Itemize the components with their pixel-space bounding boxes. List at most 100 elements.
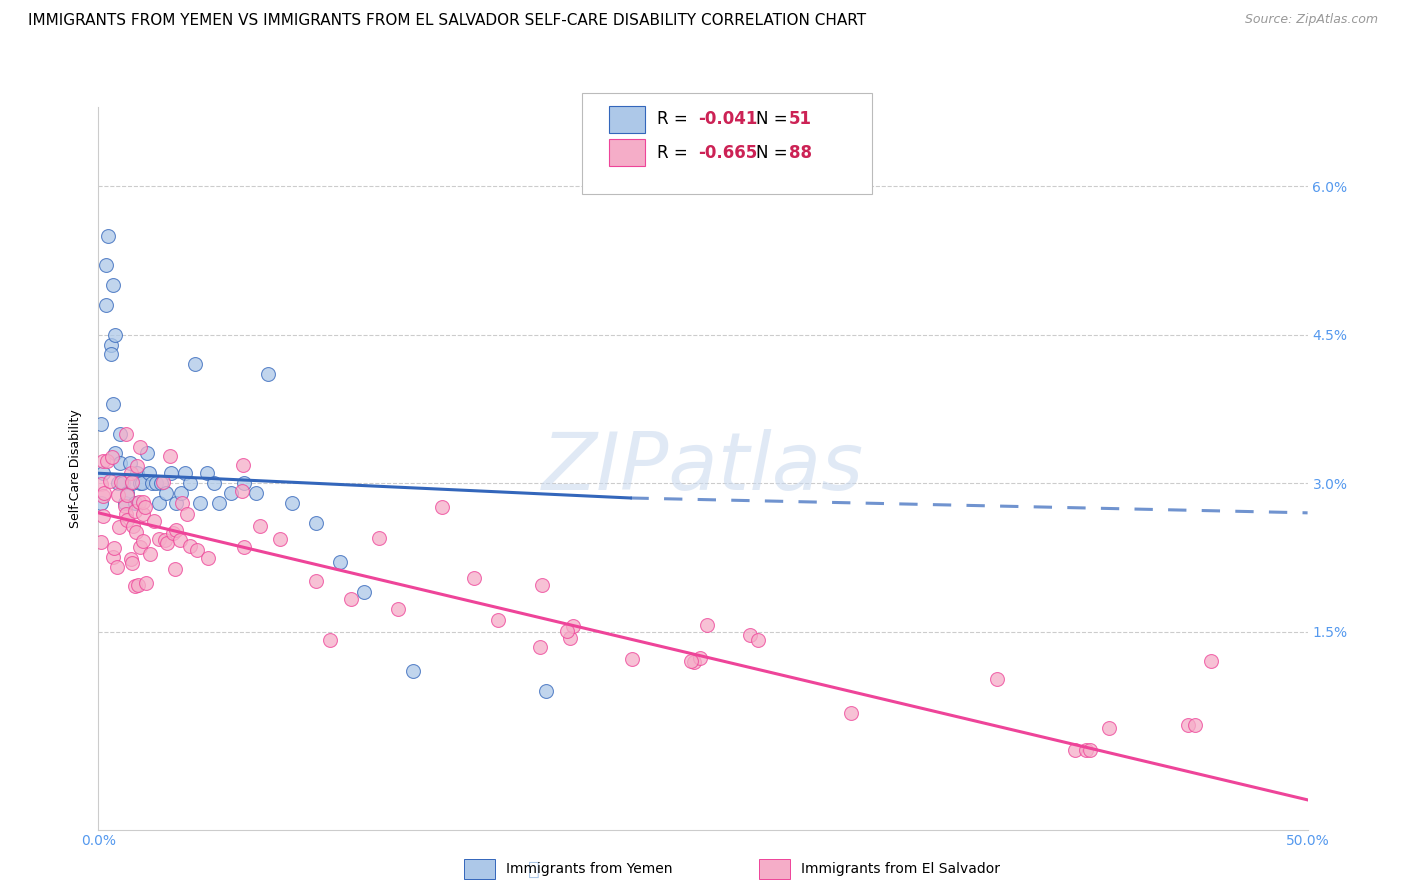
Point [115,488,138,502]
FancyBboxPatch shape [609,139,645,166]
Point [94,259,117,273]
Point [108,426,131,441]
Point [162,525,184,540]
Point [129,440,152,454]
Point [142,514,165,528]
Point [101,397,124,411]
Point [91,467,114,481]
Point [128,476,150,491]
Point [134,500,156,515]
Point [94,298,117,312]
Point [148,496,170,510]
Point [127,467,149,481]
Point [155,533,177,548]
Point [172,496,194,510]
Point [107,476,129,491]
Point [141,476,163,491]
Point [430,500,453,515]
Text: N =: N = [756,111,793,128]
Point [561,619,583,633]
Point [103,541,125,555]
Point [118,456,141,470]
Point [93,486,115,500]
Point [132,533,155,548]
Point [114,499,136,513]
Point [156,535,179,549]
Point [111,476,134,491]
Point [91,489,114,503]
Point [90,417,112,431]
Point [131,476,153,491]
Point [101,550,124,565]
Point [121,475,143,490]
Text: -0.665: -0.665 [699,144,758,161]
Point [104,446,127,460]
Point [839,706,862,720]
Point [108,456,131,470]
FancyBboxPatch shape [582,93,872,194]
Point [683,655,706,669]
Point [145,476,167,491]
Text: Immigrants from Yemen: Immigrants from Yemen [506,862,672,876]
Point [197,551,219,566]
Point [129,540,152,554]
Text: 88: 88 [789,144,811,161]
Text: R =: R = [657,144,693,161]
Point [160,467,183,481]
Point [115,426,138,441]
Point [138,467,160,481]
Point [1064,743,1087,757]
Point [165,496,187,510]
Point [179,476,201,491]
Point [269,532,291,546]
Point [105,560,128,574]
Point [165,523,187,537]
Point [165,561,187,575]
Point [195,467,218,481]
Point [148,532,170,546]
Point [120,552,142,566]
Point [329,555,352,569]
Point [91,453,114,467]
Point [176,508,198,522]
Point [557,624,579,639]
Point [90,534,112,549]
Point [121,557,143,571]
Point [319,633,342,648]
Point [115,507,138,521]
Point [1098,721,1121,735]
Point [231,483,253,498]
Text: N =: N = [756,144,793,161]
Point [114,496,136,510]
Text: R =: R = [657,111,693,128]
Point [124,496,146,510]
Text: IMMIGRANTS FROM YEMEN VS IMMIGRANTS FROM EL SALVADOR SELF-CARE DISABILITY CORREL: IMMIGRANTS FROM YEMEN VS IMMIGRANTS FROM… [28,13,866,29]
Point [402,664,425,678]
Point [101,278,124,293]
Point [120,466,142,480]
Point [152,475,174,489]
Point [1078,743,1101,757]
Point [986,672,1008,686]
Point [110,475,132,489]
Point [1199,654,1222,668]
Point [387,602,409,616]
Point [121,476,143,491]
Point [125,458,148,473]
Point [159,449,181,463]
Point [529,640,551,655]
Point [1074,743,1097,757]
Point [620,652,643,666]
Text: Source: ZipAtlas.com: Source: ZipAtlas.com [1244,13,1378,27]
Point [117,513,139,527]
Point [367,531,389,545]
Point [179,539,201,553]
Point [104,327,127,342]
Point [232,458,254,472]
Point [100,337,122,351]
Text: Immigrants from El Salvador: Immigrants from El Salvador [801,862,1001,876]
Point [108,520,131,534]
Point [135,446,157,460]
Point [135,576,157,591]
Point [174,467,197,481]
